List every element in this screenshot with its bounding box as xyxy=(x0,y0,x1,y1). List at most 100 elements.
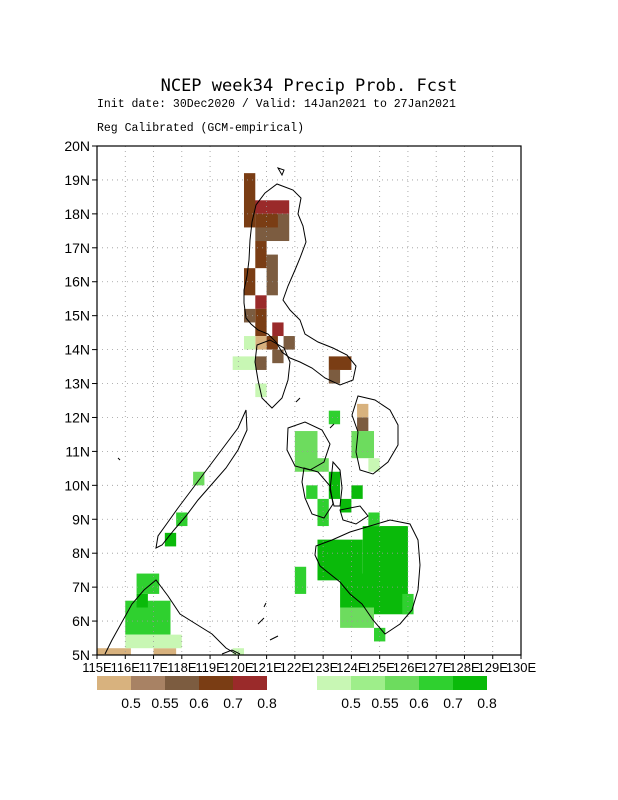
prob-cell-dry-0.7 xyxy=(255,241,267,269)
coastline xyxy=(104,167,421,655)
x-tick-label: 126E xyxy=(393,660,424,675)
prob-cell-dry-0.7 xyxy=(243,268,256,296)
prob-cell-wet-0.7 xyxy=(294,566,307,594)
legend-label-dry: 0.6 xyxy=(189,695,209,711)
small-islands xyxy=(117,167,335,608)
legend-label-wet: 0.8 xyxy=(477,695,497,711)
bohol-coastline xyxy=(339,505,369,525)
prob-cell-wet-0.7 xyxy=(368,512,380,527)
y-tick-label: 6N xyxy=(72,613,90,629)
legend-label-dry: 0.7 xyxy=(223,695,243,711)
panay-coastline xyxy=(286,421,331,471)
mindanao-coastline xyxy=(314,519,421,635)
prob-cell-wet-0.8 xyxy=(164,532,177,547)
x-tick-label: 125E xyxy=(364,660,395,675)
x-tick-label: 116E xyxy=(111,660,141,675)
samar-leyte-coastline xyxy=(351,395,399,475)
prob-cell-dry-0.6 xyxy=(283,336,295,350)
prob-cell-wet-0.6 xyxy=(294,431,318,472)
prob-cell-wet-0.7 xyxy=(176,512,188,527)
y-tick-label: 17N xyxy=(64,240,90,256)
y-tick-label: 10N xyxy=(64,477,90,493)
prob-cell-wet-0.7 xyxy=(328,410,341,425)
legend-swatch-wet-0.5 xyxy=(317,676,351,690)
y-tick-label: 14N xyxy=(64,342,90,358)
x-tick-label: 121E xyxy=(251,660,282,675)
x-tick-label: 117E xyxy=(139,660,169,675)
legend-label-wet: 0.5 xyxy=(341,695,361,711)
legend-bars: 0.5 0.55 0.6 0.7 0.8 0.5 0.55 0.6 0.7 0.8 xyxy=(97,676,497,711)
prob-cell-dry-0.7 xyxy=(266,336,278,350)
legend-swatch-wet-0.55 xyxy=(351,676,385,690)
prob-cell-dry-0.6 xyxy=(272,349,284,364)
legend-swatch-dry-0.5 xyxy=(97,676,131,690)
y-axis-ticks: 5N 6N 7N 8N 9N 10N 11N 12N 13N 14N 15N 16N 17N 18N 19N… xyxy=(64,138,97,663)
prob-cell-wet-0.5 xyxy=(255,383,267,398)
prob-cell-wet-0.8 xyxy=(340,498,352,513)
legend-label-dry: 0.8 xyxy=(257,695,277,711)
prob-cell-dry-0.6 xyxy=(255,356,267,370)
prob-cell-dry-0.7 xyxy=(255,308,267,337)
chart-title: NCEP week34 Precip Prob. Fcst xyxy=(160,76,458,96)
y-tick-label: 7N xyxy=(72,579,90,595)
prob-cell-wet-0.8 xyxy=(351,485,363,499)
x-tick-label: 120E xyxy=(223,660,254,675)
y-tick-label: 18N xyxy=(64,206,90,222)
x-tick-label: 119E xyxy=(195,660,225,675)
legend-label-wet: 0.55 xyxy=(371,695,398,711)
prob-cell-wet-0.7 xyxy=(136,573,160,594)
y-tick-label: 19N xyxy=(64,172,90,188)
legend-label-dry: 0.5 xyxy=(121,695,141,711)
legend-swatch-dry-0.7 xyxy=(199,676,233,690)
prob-cell-wet-0.8 xyxy=(136,593,148,608)
plot-frame xyxy=(96,145,522,656)
cebu-coastline xyxy=(329,460,343,507)
prob-cell-dry-0.6 xyxy=(328,369,341,384)
prob-cell-dry-0.7 xyxy=(255,213,278,228)
prob-cell-wet-0.8 xyxy=(328,471,341,499)
legend-swatch-wet-0.6 xyxy=(385,676,419,690)
prob-cell-dry-0.6 xyxy=(266,254,278,296)
x-tick-label: 124E xyxy=(336,660,367,675)
prob-cell-dry-0.7 xyxy=(328,356,352,370)
prob-cell-dry-0.8 xyxy=(272,322,284,337)
x-tick-label: 130E xyxy=(506,660,537,675)
y-tick-label: 13N xyxy=(64,376,90,392)
prob-cell-wet-0.7 xyxy=(317,498,329,513)
prob-cell-dry-0.6 xyxy=(243,308,256,323)
prob-cell-dry-0.5 xyxy=(357,403,369,418)
prob-cell-wet-0.5 xyxy=(243,336,256,350)
luzon-coastline xyxy=(243,183,357,386)
prob-cell-wet-0.6 xyxy=(340,607,375,628)
prob-cell-wet-0.6 xyxy=(317,458,329,472)
y-tick-label: 9N xyxy=(72,511,90,527)
prob-cell-dry-0.5 xyxy=(255,336,267,350)
borneo-coastline xyxy=(104,579,237,655)
mindoro-coastline xyxy=(254,339,291,409)
prob-cell-wet-0.6 xyxy=(351,431,375,459)
y-tick-label: 8N xyxy=(72,545,90,561)
negros-coastline xyxy=(301,467,334,519)
prob-cell-dry-0.5 xyxy=(153,648,177,655)
prob-cell-wet-0.7 xyxy=(402,593,414,615)
x-tick-label: 129E xyxy=(478,660,509,675)
probability-cells xyxy=(97,173,414,655)
legend-label-dry: 0.55 xyxy=(151,695,178,711)
calibration-note: Reg Calibrated (GCM-empirical) xyxy=(97,122,305,135)
prob-cell-dry-0.8 xyxy=(255,295,267,309)
x-tick-label: 122E xyxy=(280,660,311,675)
legend-label-wet: 0.7 xyxy=(443,695,463,711)
x-tick-label: 127E xyxy=(421,660,452,675)
y-tick-label: 16N xyxy=(64,274,90,290)
legend-swatch-wet-0.7 xyxy=(419,676,453,690)
x-axis-ticks: 115E116E117E118E119E120E121E122E123E124E… xyxy=(82,655,537,675)
x-tick-label: 123E xyxy=(308,660,339,675)
y-tick-label: 15N xyxy=(64,308,90,324)
map-gridlines xyxy=(97,146,521,655)
prob-cell-dry-0.5 xyxy=(97,648,131,655)
legend-swatch-wet-0.8 xyxy=(453,676,487,690)
x-tick-label: 118E xyxy=(167,660,197,675)
legend-swatch-dry-0.55 xyxy=(131,676,165,690)
sulu-islands-coastline xyxy=(221,617,279,655)
